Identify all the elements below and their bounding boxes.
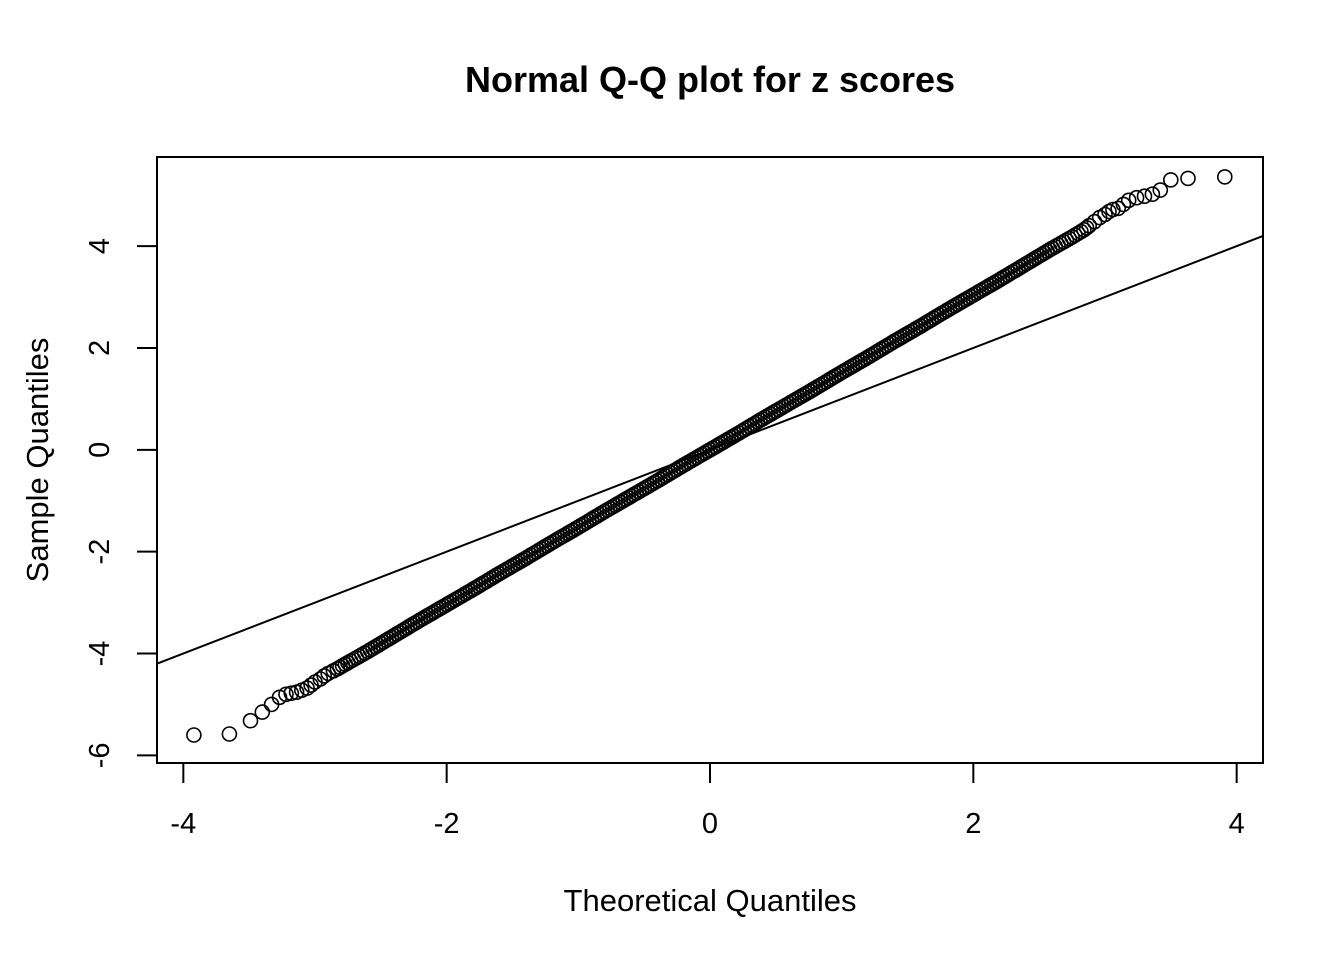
- x-tick-label: 2: [965, 808, 981, 840]
- x-tick-label: 4: [1229, 808, 1245, 840]
- data-point: [1081, 217, 1097, 234]
- y-axis: -6 -4 -2 0 2 4: [84, 238, 158, 768]
- data-point: [1163, 172, 1179, 188]
- data-point: [1144, 186, 1161, 202]
- data-point: [1217, 169, 1233, 185]
- data-point: [242, 712, 259, 729]
- y-tick-label: -6: [84, 742, 116, 768]
- y-tick-label: 2: [84, 340, 116, 356]
- x-tick-label: -4: [170, 808, 196, 840]
- data-point: [312, 671, 329, 687]
- data-point: [221, 726, 238, 742]
- x-axis: -4 -2 0 2 4: [170, 762, 1245, 840]
- data-point: [1110, 200, 1126, 217]
- y-tick-label: -4: [84, 641, 116, 667]
- reference-line: [156, 235, 1264, 665]
- data-point: [283, 685, 300, 702]
- data-point: [1115, 196, 1132, 213]
- data-point: [1078, 220, 1095, 236]
- data-point: [1120, 192, 1137, 209]
- x-tick-label: -2: [434, 808, 460, 840]
- y-tick-label: 0: [84, 442, 116, 458]
- data-point: [1086, 213, 1103, 230]
- y-tick-label: -2: [84, 539, 116, 565]
- data-point: [1097, 206, 1113, 223]
- data-point: [278, 686, 294, 703]
- data-point: [1128, 189, 1145, 206]
- x-tick-label: 0: [702, 808, 718, 840]
- y-tick-label: 4: [84, 238, 116, 254]
- data-point: [186, 727, 202, 743]
- y-axis-title: Sample Quantiles: [20, 338, 55, 583]
- data-point: [316, 668, 333, 684]
- data-points: [186, 169, 1233, 743]
- data-point: [1180, 170, 1196, 187]
- data-point: [1152, 182, 1169, 198]
- chart-title: Normal Q-Q plot for z scores: [465, 59, 955, 100]
- data-point: [1105, 201, 1121, 218]
- data-point: [254, 704, 271, 720]
- data-point: [299, 680, 315, 696]
- data-point: [1076, 222, 1092, 238]
- x-axis-title: Theoretical Quantiles: [564, 883, 857, 918]
- data-point: [1136, 188, 1153, 204]
